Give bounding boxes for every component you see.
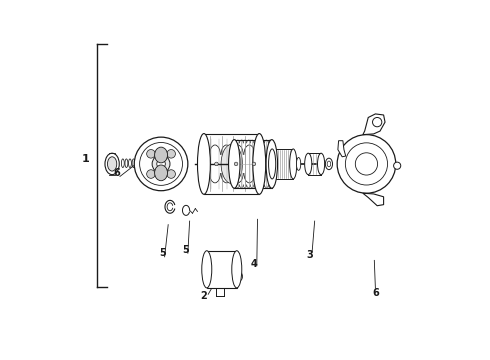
Ellipse shape: [151, 159, 153, 167]
Text: 6: 6: [372, 288, 379, 297]
Circle shape: [167, 170, 175, 178]
Ellipse shape: [155, 147, 168, 163]
Circle shape: [157, 159, 165, 168]
Ellipse shape: [290, 149, 297, 179]
Polygon shape: [338, 141, 346, 157]
Text: 5: 5: [183, 245, 190, 255]
Ellipse shape: [232, 251, 242, 288]
Circle shape: [147, 149, 155, 158]
Ellipse shape: [202, 251, 212, 288]
Circle shape: [215, 162, 218, 166]
Circle shape: [167, 149, 175, 158]
Polygon shape: [363, 193, 384, 206]
Ellipse shape: [228, 140, 240, 188]
Ellipse shape: [197, 134, 210, 194]
Circle shape: [393, 162, 401, 169]
Ellipse shape: [221, 144, 243, 184]
Ellipse shape: [237, 272, 243, 281]
Circle shape: [337, 135, 396, 193]
Bar: [207, 251, 237, 288]
Ellipse shape: [253, 134, 266, 194]
Ellipse shape: [266, 140, 277, 188]
Ellipse shape: [105, 153, 119, 175]
Ellipse shape: [269, 149, 276, 179]
Circle shape: [152, 155, 170, 173]
Text: 5: 5: [159, 248, 166, 258]
Circle shape: [147, 170, 155, 178]
Ellipse shape: [318, 153, 325, 175]
Text: 6: 6: [113, 168, 120, 178]
Circle shape: [372, 117, 382, 127]
Ellipse shape: [107, 157, 117, 171]
Circle shape: [134, 137, 188, 191]
Ellipse shape: [155, 165, 168, 181]
Circle shape: [234, 162, 238, 166]
Circle shape: [252, 162, 256, 166]
Text: 4: 4: [250, 259, 257, 269]
Text: 1: 1: [82, 154, 90, 163]
Ellipse shape: [325, 158, 333, 170]
Ellipse shape: [305, 153, 312, 175]
Ellipse shape: [154, 159, 156, 167]
Ellipse shape: [296, 157, 301, 170]
Text: 2: 2: [200, 291, 207, 301]
Ellipse shape: [148, 159, 150, 167]
Text: 3: 3: [306, 250, 313, 260]
Polygon shape: [363, 114, 385, 135]
